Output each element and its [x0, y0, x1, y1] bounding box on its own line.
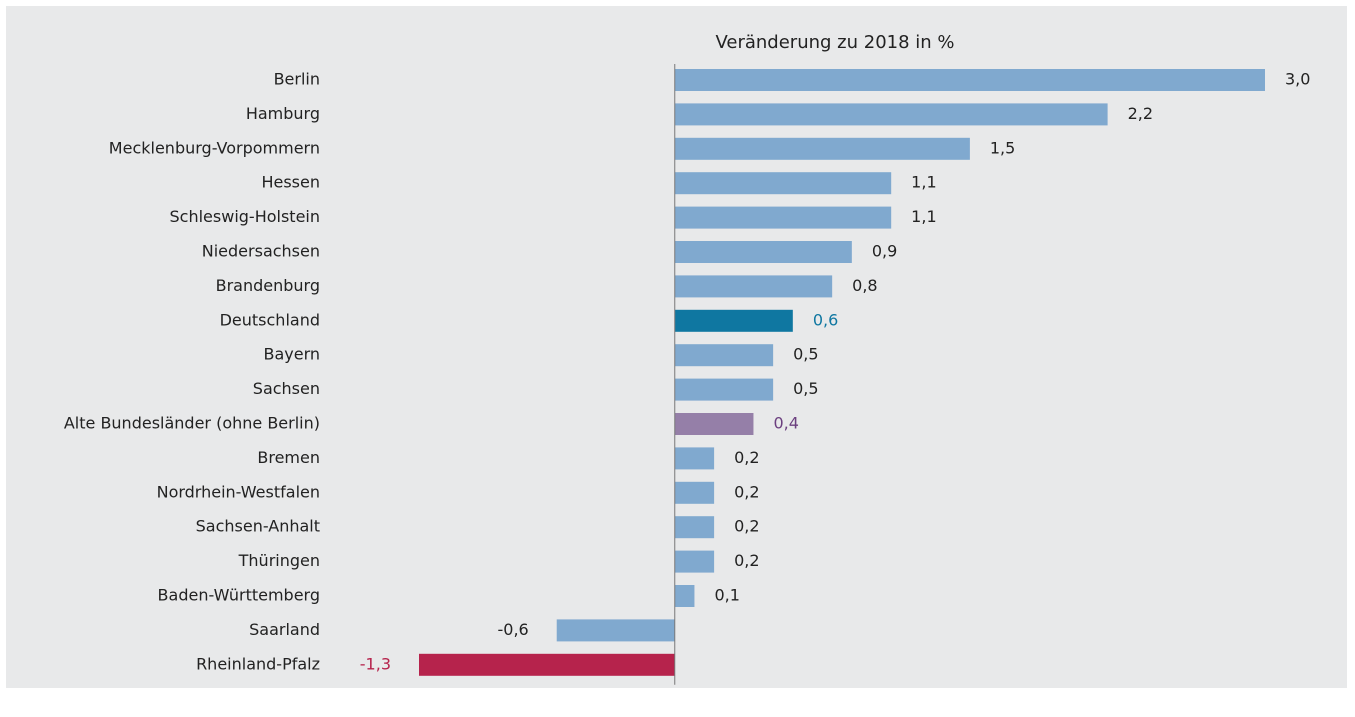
- value-label: 1,1: [911, 207, 936, 226]
- category-label: Schleswig-Holstein: [170, 207, 320, 226]
- bar: [674, 206, 892, 229]
- bar: [674, 585, 695, 607]
- category-label: Sachsen-Anhalt: [196, 517, 320, 536]
- value-label: 0,5: [793, 345, 818, 364]
- value-label: 0,9: [872, 242, 897, 261]
- category-label: Rheinland-Pfalz: [196, 654, 320, 673]
- category-label: Brandenburg: [216, 276, 320, 295]
- chart-title: Veränderung zu 2018 in %: [715, 32, 954, 53]
- category-label: Nordrhein-Westfalen: [157, 482, 320, 501]
- value-label: 3,0: [1285, 70, 1310, 89]
- category-label: Sachsen: [253, 379, 320, 398]
- category-label: Bayern: [263, 345, 320, 364]
- category-label: Berlin: [274, 70, 320, 89]
- value-label: 1,1: [911, 173, 936, 192]
- category-label: Hessen: [261, 173, 320, 192]
- value-label: 0,5: [793, 379, 818, 398]
- category-label: Thüringen: [238, 551, 320, 570]
- bar: [674, 172, 892, 195]
- category-label: Saarland: [249, 620, 320, 639]
- value-label: 1,5: [990, 138, 1015, 157]
- value-label: 0,2: [734, 482, 759, 501]
- bar: [674, 275, 833, 298]
- value-label: 0,6: [813, 310, 838, 329]
- category-label: Mecklenburg-Vorpommern: [109, 138, 320, 157]
- bar: [419, 653, 675, 676]
- bar: [674, 378, 774, 401]
- bar: [674, 103, 1108, 126]
- category-label: Alte Bundesländer (ohne Berlin): [64, 414, 320, 433]
- category-label: Baden-Württemberg: [158, 586, 320, 605]
- value-label: -1,3: [360, 654, 391, 673]
- bar: [674, 309, 793, 332]
- value-label: 0,2: [734, 551, 759, 570]
- value-label: 0,1: [714, 586, 739, 605]
- bar: [674, 241, 852, 263]
- category-label: Hamburg: [246, 104, 320, 123]
- bar: [674, 344, 774, 367]
- bar: [674, 413, 754, 435]
- value-label: -0,6: [498, 620, 529, 639]
- bar: [674, 447, 715, 470]
- bar: [674, 481, 715, 504]
- value-label: 0,8: [852, 276, 877, 295]
- category-label: Niedersachsen: [202, 242, 320, 261]
- bar: [674, 137, 970, 160]
- category-label: Bremen: [257, 448, 320, 467]
- value-label: 0,2: [734, 517, 759, 536]
- bar: [674, 550, 715, 573]
- bar: [674, 516, 715, 539]
- category-label: Deutschland: [220, 310, 320, 329]
- bar: [556, 619, 675, 642]
- value-label: 2,2: [1128, 104, 1153, 123]
- bar: [674, 69, 1265, 91]
- value-label: 0,4: [773, 414, 798, 433]
- value-label: 0,2: [734, 448, 759, 467]
